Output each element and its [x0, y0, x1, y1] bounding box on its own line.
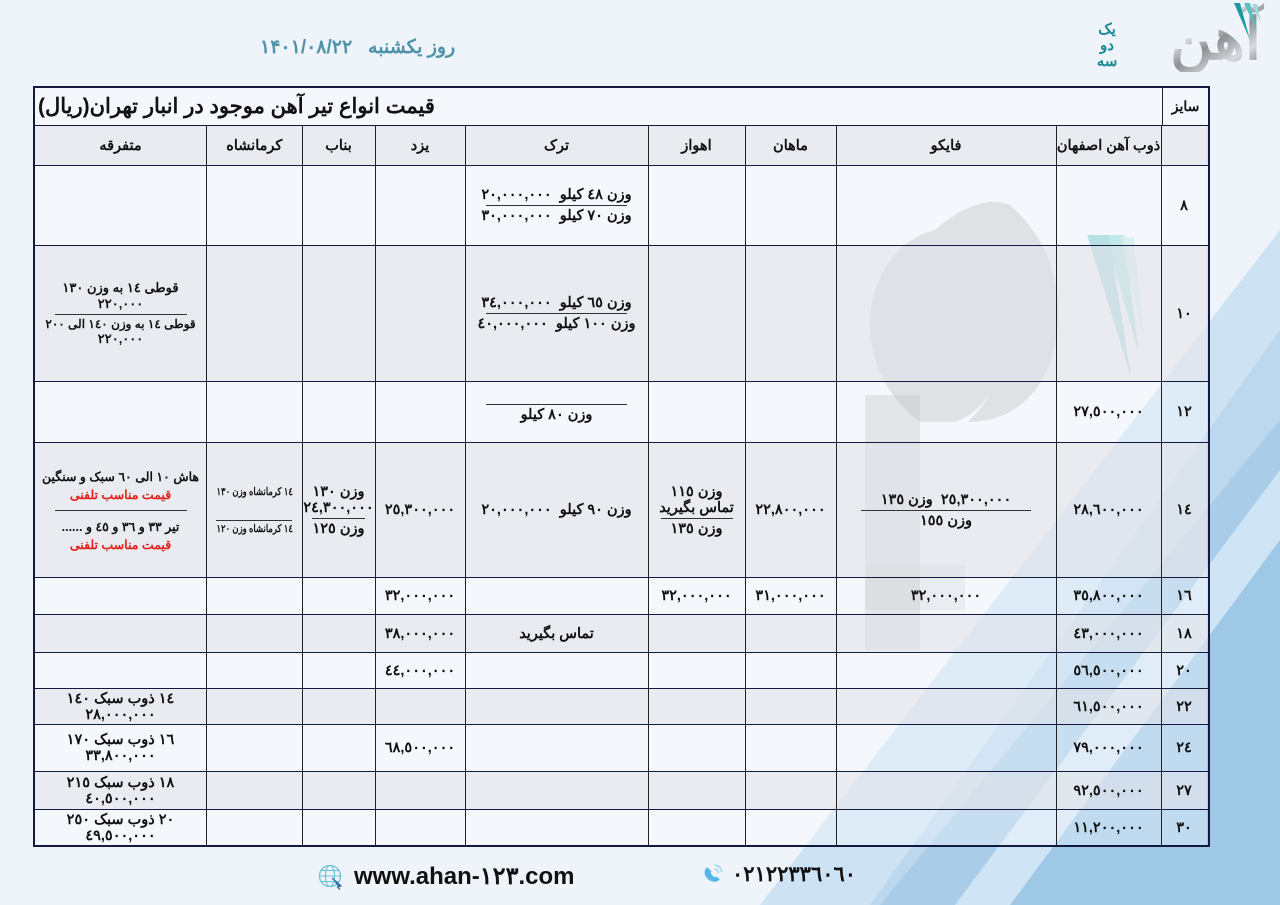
svg-text:سه: سه [1097, 53, 1118, 70]
svg-text:دو: دو [1099, 37, 1114, 54]
svg-text:یک: یک [1098, 21, 1116, 38]
